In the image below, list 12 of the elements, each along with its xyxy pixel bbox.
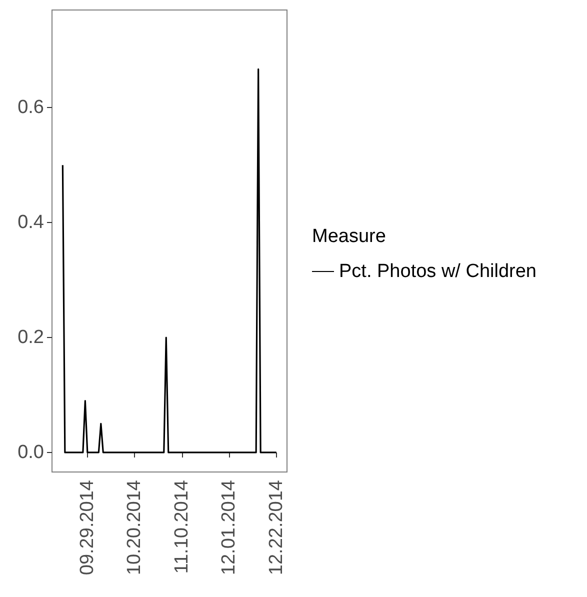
line-series	[62, 68, 278, 454]
legend-title: Measure	[312, 226, 386, 247]
x-tick-label: 12.01.2014	[218, 480, 240, 576]
y-tick-label: 0.0	[18, 442, 44, 463]
y-tick-label: 0.6	[18, 97, 44, 118]
y-tick-label: 0.4	[18, 212, 44, 234]
y-tick-label: 0.2	[18, 327, 44, 348]
x-tick-label: 12.22.2014	[266, 480, 287, 576]
x-tick-label: 09.29.2014	[76, 480, 98, 576]
legend-label: Pct. Photos w/ Children	[339, 261, 536, 282]
x-tick-label: 11.10.2014	[171, 480, 192, 574]
x-tick-label: 10.20.2014	[124, 480, 146, 576]
